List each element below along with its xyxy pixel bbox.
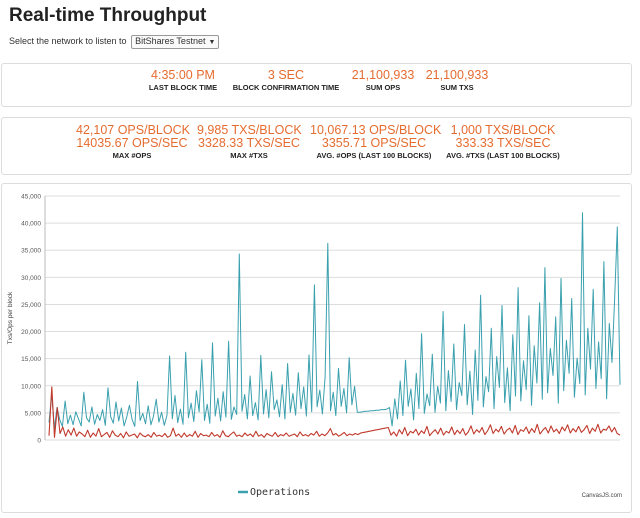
stat-value: 4:35:00 PM [151, 68, 215, 82]
stat-value-block: 1,000 TXS/BLOCK [450, 123, 556, 137]
y-axis-title: Txs/Ops per block [7, 291, 14, 344]
stat-value: 21,100,933 [351, 68, 415, 82]
stat-max-txs: 9,985 TXS/BLOCK 3328.33 TXS/SEC MAX #TXS [197, 123, 302, 161]
series-line-transactions [48, 386, 621, 439]
stat-label: LAST BLOCK TIME [148, 83, 218, 92]
stat-label: AVG. #OPS (LAST 100 BLOCKS) [316, 151, 432, 160]
y-tick-label: 15,000 [21, 356, 41, 363]
stat-label: SUM TXS [440, 83, 474, 92]
network-select[interactable]: BitShares Testnet ▼ [131, 35, 220, 49]
stat-value-sec: 3355.71 OPS/SEC [321, 136, 427, 150]
canvasjs-watermark: CanvasJS.com [582, 493, 622, 499]
stat-value-block: 9,985 TXS/BLOCK [197, 123, 302, 137]
stat-value-sec: 333.33 TXS/SEC [455, 136, 551, 150]
throughput-chart-panel: 0 5,000 10,000 15,000 20,000 25,000 30,000 35,0… [1, 183, 632, 513]
series-line-operations [48, 212, 621, 430]
y-tick-label: 5,000 [25, 410, 42, 417]
stat-value: 3 SEC [267, 68, 305, 82]
legend-label: Operations [250, 487, 310, 498]
stat-last-block-time: 4:35:00 PM LAST BLOCK TIME [147, 69, 219, 93]
y-tick-label: 30,000 [21, 275, 41, 282]
throughput-chart: 0 5,000 10,000 15,000 20,000 25,000 30,000 35,0… [7, 194, 622, 500]
stat-block-confirmation-time: 3 SEC BLOCK CONFIRMATION TIME [230, 69, 342, 93]
stat-value-sec: 3328.33 TXS/SEC [198, 136, 300, 150]
stat-max-ops: 42,107 OPS/BLOCK 14035.67 OPS/SEC MAX #O… [76, 123, 190, 161]
y-tick-label: 25,000 [21, 302, 41, 309]
stat-label: MAX #TXS [230, 151, 268, 160]
stat-value: 21,100,933 [425, 68, 489, 82]
y-tick-label: 45,000 [21, 194, 41, 201]
chevron-down-icon: ▼ [208, 39, 216, 46]
y-tick-label: 0 [37, 438, 41, 445]
stat-value-sec: 14035.67 OPS/SEC [76, 136, 188, 150]
throughput-stats-panel: 42,107 OPS/BLOCK 14035.67 OPS/SEC MAX #O… [1, 117, 632, 175]
stat-avg-txs: 1,000 TXS/BLOCK 333.33 TXS/SEC AVG. #TXS… [443, 124, 563, 161]
stat-label: MAX #OPS [112, 151, 152, 160]
network-selector-row: Select the network to listen to BitShare… [9, 35, 220, 49]
page-title: Real-time Throughput [9, 5, 207, 26]
stat-sum-ops: 21,100,933 SUM OPS [351, 69, 415, 93]
stat-sum-txs: 21,100,933 SUM TXS [425, 69, 489, 93]
stat-label: SUM OPS [365, 83, 401, 92]
network-select-value: BitShares Testnet [135, 36, 206, 46]
network-prompt: Select the network to listen to [9, 36, 127, 46]
y-tick-label: 10,000 [21, 383, 41, 390]
y-tick-label: 35,000 [21, 248, 41, 255]
stat-value-block: 42,107 OPS/BLOCK [76, 123, 190, 137]
stat-label: BLOCK CONFIRMATION TIME [232, 83, 340, 92]
block-stats-panel: 4:35:00 PM LAST BLOCK TIME 3 SEC BLOCK C… [1, 63, 632, 107]
stat-label: AVG. #TXS (LAST 100 BLOCKS) [446, 151, 560, 160]
y-tick-label: 40,000 [21, 221, 41, 228]
y-tick-label: 20,000 [21, 329, 41, 336]
stat-avg-ops: 10,067.13 OPS/BLOCK 3355.71 OPS/SEC AVG.… [310, 123, 442, 161]
stat-value-block: 10,067.13 OPS/BLOCK [310, 123, 442, 137]
